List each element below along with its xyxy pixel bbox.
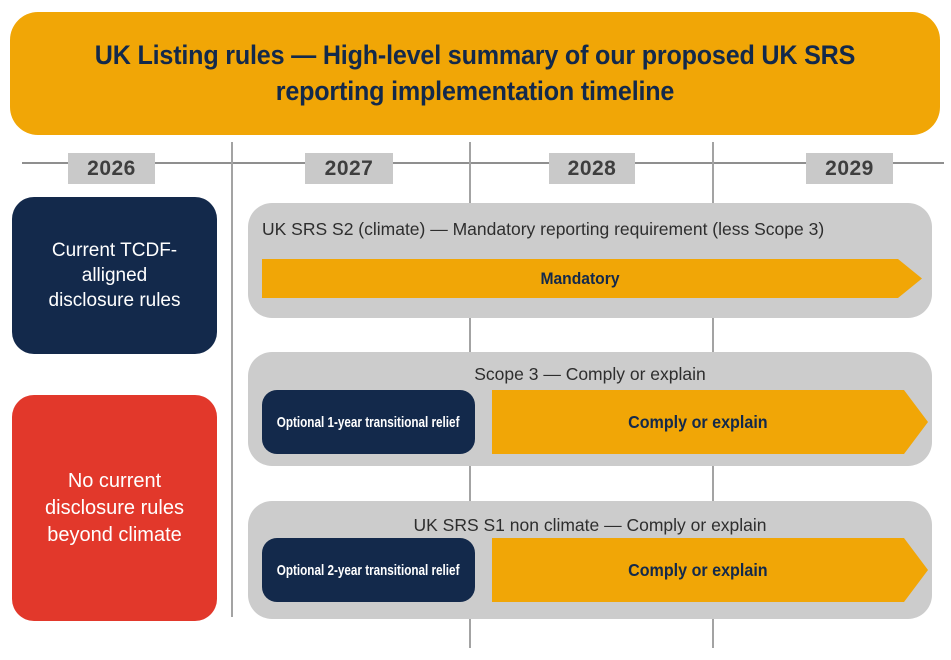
s1-comply-arrow-label: Comply or explain (628, 559, 768, 580)
scope3-transitional-relief-label: Optional 1-year transitional relief (277, 413, 460, 431)
gridline-2027 (231, 142, 233, 617)
mandatory-arrow-label: Mandatory (540, 268, 620, 288)
s1-transitional-relief-label: Optional 2-year transitional relief (277, 561, 460, 579)
timeline-axis-line (22, 162, 944, 164)
year-label-2028: 2028 (549, 153, 635, 184)
title-banner: UK Listing rules — High-level summary of… (10, 12, 940, 135)
mandatory-timeline-arrow: Mandatory (262, 259, 922, 298)
year-label-2026: 2026 (68, 153, 155, 184)
panel-uk-srs-s1: UK SRS S1 non climate — Comply or explai… (248, 501, 932, 619)
year-label-2027: 2027 (305, 153, 393, 184)
panel-scope-3-header: Scope 3 — Comply or explain (474, 364, 706, 384)
panel-scope-3: Scope 3 — Comply or explain Optional 1-y… (248, 352, 932, 466)
s1-transitional-relief-pill: Optional 2-year transitional relief (262, 538, 475, 602)
current-tcfd-rules-box: Current TCDF-alligned disclosure rules (12, 197, 217, 354)
s1-comply-or-explain-arrow: Comply or explain (492, 538, 928, 602)
page-title: UK Listing rules — High-level summary of… (94, 40, 856, 106)
current-tcfd-rules-label: Current TCDF-alligned disclosure rules (48, 239, 181, 312)
panel-uk-srs-s1-header: UK SRS S1 non climate — Comply or explai… (413, 515, 767, 535)
scope3-transitional-relief-pill: Optional 1-year transitional relief (262, 390, 475, 454)
panel-uk-srs-s2: UK SRS S2 (climate) — Mandatory reportin… (248, 203, 932, 318)
scope3-comply-or-explain-arrow: Comply or explain (492, 390, 928, 454)
scope3-comply-arrow-label: Comply or explain (628, 411, 768, 432)
no-current-rules-box: No current disclosure rules beyond clima… (12, 395, 217, 621)
no-current-rules-label: No current disclosure rules beyond clima… (45, 469, 184, 546)
year-label-2029: 2029 (806, 153, 893, 184)
panel-uk-srs-s2-header: UK SRS S2 (climate) — Mandatory reportin… (262, 219, 825, 239)
